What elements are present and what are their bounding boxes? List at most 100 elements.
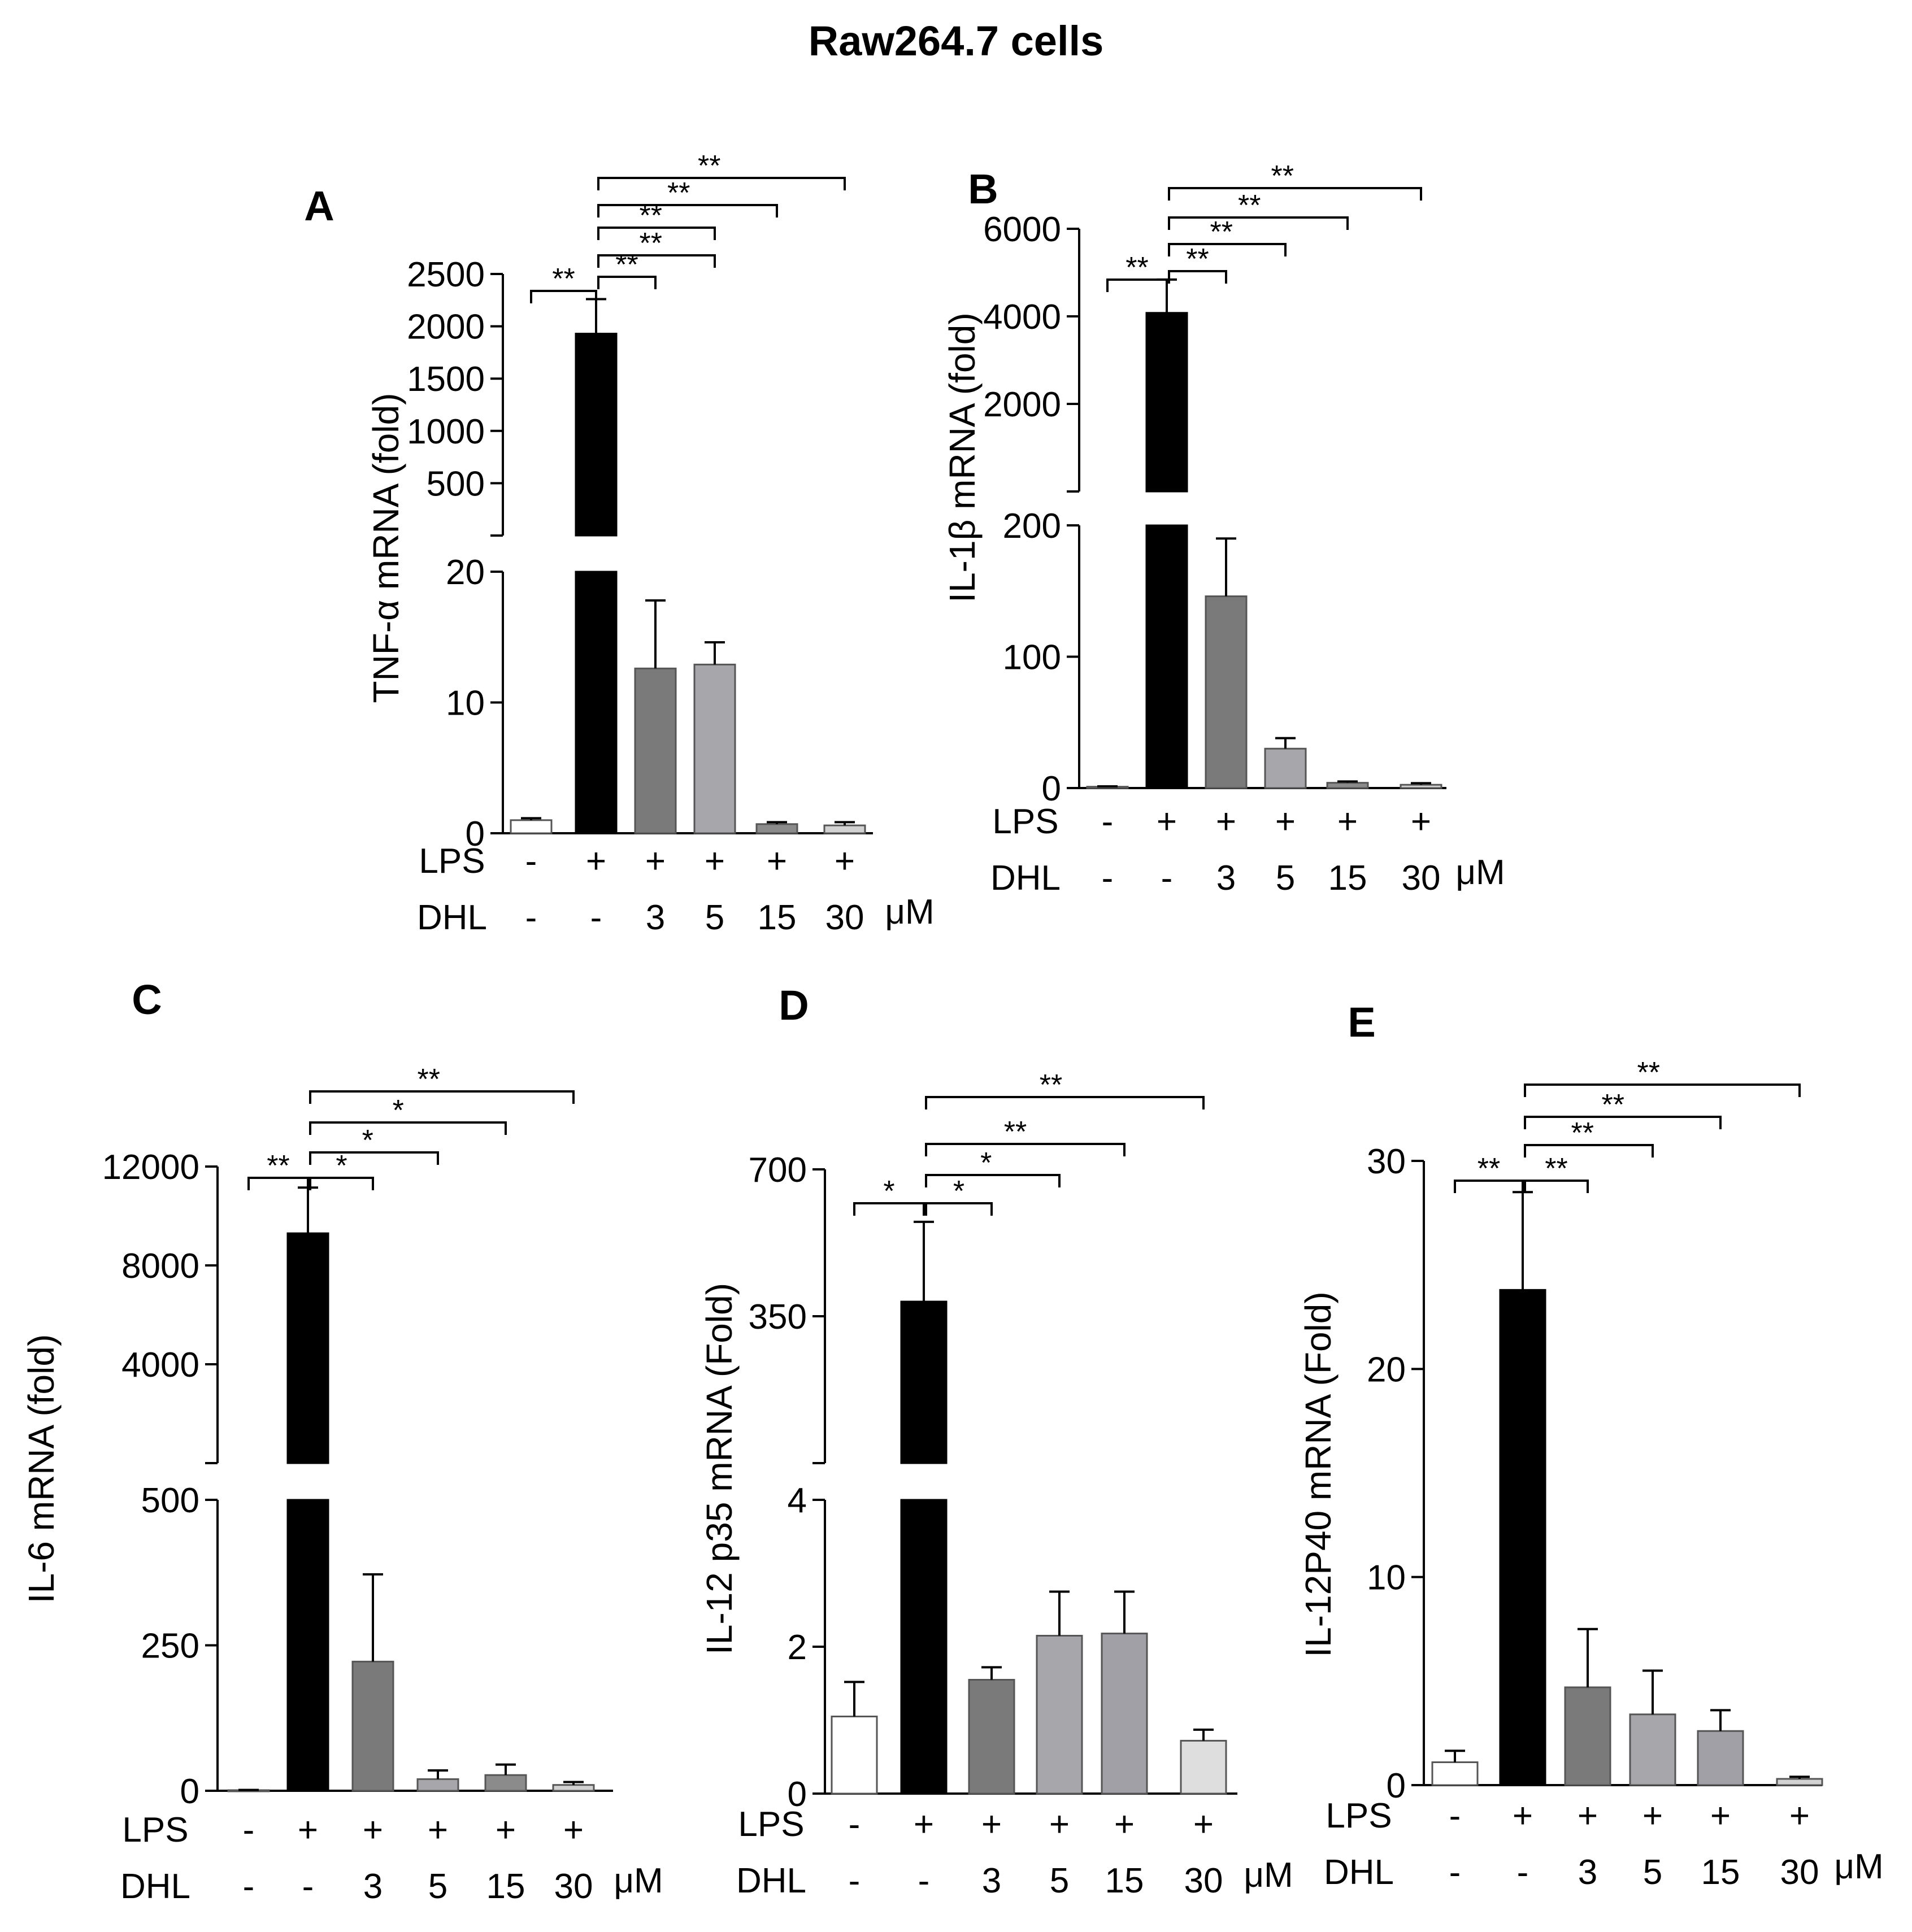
panel-label: D: [779, 982, 809, 1029]
dhl-value: -: [525, 898, 537, 937]
lps-value: +: [1789, 1796, 1810, 1835]
lps-value: +: [705, 842, 725, 881]
bar: [634, 667, 677, 834]
lps-value: +: [1710, 1796, 1731, 1835]
lps-value: +: [1049, 1805, 1070, 1844]
dhl-value: 30: [1780, 1853, 1819, 1892]
dhl-value: 15: [486, 1867, 525, 1906]
significance-label: *: [980, 1147, 992, 1180]
significance-bracket: **: [597, 150, 846, 190]
concentration-unit: μM: [1455, 853, 1505, 892]
bar: [484, 1774, 527, 1792]
y-tick-label: 200: [1003, 507, 1061, 546]
bracket-line: [309, 1090, 575, 1104]
significance-bracket: *: [309, 1094, 507, 1135]
bracket-line: [925, 1202, 993, 1216]
significance-label: **: [1040, 1069, 1062, 1102]
y-tick-label: 700: [749, 1151, 807, 1190]
dhl-value: 3: [646, 898, 665, 937]
dhl-value: 15: [1105, 1861, 1144, 1900]
bracket-line: [597, 276, 657, 289]
lps-value: +: [1642, 1796, 1663, 1835]
y-tick-label: 0: [788, 1775, 807, 1814]
significance-bracket: *: [925, 1147, 1061, 1187]
significance-bracket: **: [1524, 1152, 1589, 1193]
y-tick-label: 0: [1042, 769, 1061, 808]
lps-value: +: [981, 1805, 1002, 1844]
dhl-value: -: [1517, 1853, 1529, 1892]
lps-value: -: [243, 1811, 255, 1850]
significance-bracket: **: [1106, 251, 1168, 292]
lps-value: +: [1337, 802, 1358, 841]
bracket-line: [1524, 1144, 1654, 1158]
bracket-line: [247, 1177, 309, 1190]
bracket-line: [925, 1096, 1205, 1109]
bar-lower-segment: [1145, 524, 1188, 789]
bar: [1776, 1778, 1823, 1786]
lps-value: -: [1449, 1796, 1461, 1835]
concentration-unit: μM: [1244, 1856, 1293, 1895]
bracket-line: [853, 1202, 925, 1216]
lps-value: +: [1275, 802, 1296, 841]
lps-row-label: LPS: [992, 802, 1058, 841]
y-tick-label: 2: [788, 1628, 807, 1667]
bracket-line: [309, 1121, 507, 1135]
panel-label: A: [304, 182, 334, 229]
y-tick-label: 1500: [407, 360, 485, 399]
lps-value: +: [428, 1811, 448, 1850]
lps-value: +: [645, 842, 666, 881]
bar: [831, 1716, 878, 1795]
dhl-row-label: DHL: [120, 1867, 190, 1906]
bracket-line: [925, 1143, 1126, 1156]
bar: [552, 1784, 595, 1792]
lps-value: +: [1114, 1805, 1135, 1844]
lps-value: +: [1578, 1796, 1598, 1835]
significance-bracket: **: [597, 227, 716, 268]
lps-value: -: [849, 1805, 861, 1844]
significance-bracket: **: [1524, 1117, 1654, 1158]
significance-label: **: [1571, 1117, 1593, 1150]
significance-label: **: [639, 227, 662, 260]
panel-label: C: [132, 976, 162, 1023]
lps-value: +: [298, 1811, 318, 1850]
significance-bracket: **: [925, 1069, 1205, 1109]
bracket-line: [1454, 1180, 1524, 1193]
bracket-line: [1168, 216, 1349, 230]
bar-lower-segment: [900, 1499, 948, 1795]
bar: [1431, 1761, 1479, 1786]
y-tick-label: 12000: [102, 1148, 199, 1187]
dhl-value: -: [302, 1867, 314, 1906]
lps-value: +: [914, 1805, 934, 1844]
significance-bracket: **: [1454, 1152, 1524, 1193]
bar-lower-segment: [286, 1499, 329, 1792]
y-tick-label: 500: [427, 464, 485, 503]
y-tick-label: 20: [446, 553, 485, 592]
bracket-line: [597, 227, 716, 240]
lps-value: +: [1513, 1796, 1533, 1835]
panel-a: A TNF-α mRNA (fold) 0 10 20 500 1000 1500 2000 25…: [304, 150, 934, 937]
y-tick-label: 1000: [407, 412, 485, 451]
dhl-value: 15: [758, 898, 797, 937]
y-tick-label: 20: [1367, 1350, 1406, 1389]
significance-label: **: [667, 177, 690, 210]
bar: [1145, 312, 1188, 493]
dhl-value: 3: [363, 1867, 383, 1906]
dhl-value: 3: [1578, 1853, 1597, 1892]
dhl-value: -: [1102, 859, 1114, 898]
bar: [416, 1778, 459, 1792]
bar: [1036, 1635, 1083, 1795]
y-axis-label: TNF-α mRNA (fold): [366, 393, 406, 703]
lps-value: +: [767, 842, 787, 881]
y-tick-label: 0: [1387, 1766, 1406, 1805]
dhl-value: 5: [1050, 1861, 1069, 1900]
bracket-line: [1168, 270, 1227, 284]
y-tick-label: 250: [141, 1627, 199, 1666]
significance-label: *: [393, 1094, 404, 1127]
significance-bracket: **: [530, 263, 597, 303]
y-tick-label: 2000: [407, 308, 485, 347]
significance-label: **: [1126, 251, 1148, 284]
bar: [510, 819, 553, 834]
significance-bracket: **: [925, 1116, 1126, 1156]
y-axis-label: IL-12P40 mRNA (Fold): [1298, 1291, 1339, 1657]
